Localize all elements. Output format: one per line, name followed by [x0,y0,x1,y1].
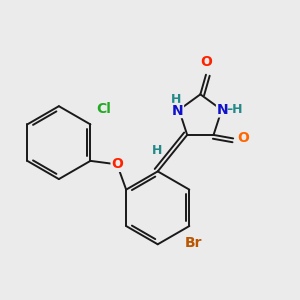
Text: O: O [200,55,212,69]
Text: H: H [152,144,162,157]
Text: N: N [217,103,228,117]
Text: N: N [172,103,183,118]
Text: Br: Br [185,236,202,250]
Text: O: O [111,158,123,171]
Text: H: H [171,93,181,106]
Text: Cl: Cl [96,102,111,116]
Text: –H: –H [227,103,243,116]
Text: O: O [237,131,249,146]
